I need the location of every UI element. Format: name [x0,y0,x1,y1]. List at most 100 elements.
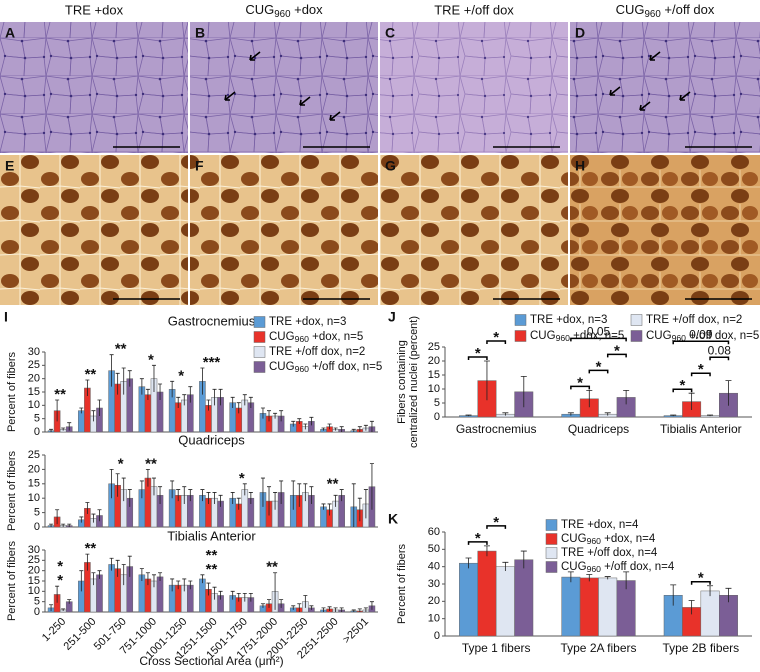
error-bar [145,469,150,487]
error-bar [170,578,175,592]
error-bar [67,599,72,604]
error-bar [309,605,314,610]
error-bar [339,607,344,612]
legend-swatch [514,314,527,326]
error-bar [85,502,90,515]
error-bar [321,607,326,612]
x-tick-label: Type 2B fibers [662,641,739,655]
micrograph [380,22,568,153]
error-bar [273,572,278,610]
error-bar [115,473,120,497]
significance-label: ** [327,476,339,493]
legend-swatch [514,330,527,342]
significance-label: * [475,345,481,362]
legend-swatch [630,330,643,342]
significance-bracket [467,356,488,360]
error-bar [291,420,296,427]
y-tick-label: 25 [28,554,40,566]
error-bar [333,607,338,612]
y-tick-label: 15 [428,369,440,381]
legend-label: CUG960 +/off dox, n=5 [269,361,382,374]
micrograph [0,155,188,305]
legend-label: CUG960 +/off dox, n=5 [646,330,759,343]
error-bar [200,489,205,502]
arrow [639,101,651,111]
y-axis-label: Percent of fibers [6,540,18,621]
error-bar [158,572,163,581]
x-tick-label: Tibialis Anterior [660,422,742,436]
error-bar [369,420,374,432]
significance-bracket [588,369,609,374]
error-bar [273,492,278,510]
error-bar [333,494,338,507]
error-bar [109,469,114,499]
column-header: CUG960 +dox [245,2,323,19]
y-tick-label: 15 [28,478,40,490]
bar [78,410,85,433]
error-bar [303,595,308,608]
error-bar [279,410,284,422]
y-axis-label: Percent of fibers [6,450,18,531]
legend-swatch [253,361,266,373]
error-bar [109,557,114,571]
error-bar [170,480,175,499]
error-bar [623,390,630,405]
significance-bracket [606,353,627,358]
error-bar [61,523,66,527]
error-bar [248,396,253,408]
y-tick-label: 0 [434,630,440,642]
chart-title: Gastrocnemius [168,313,256,328]
error-bar [351,428,356,432]
error-bar [297,418,302,424]
error-bar [79,516,84,523]
error-bar [109,354,114,387]
error-bar [55,399,60,422]
y-axis-label: centralized nuclei (percent) [408,316,420,448]
error-bar [242,483,247,496]
error-bar [158,383,163,400]
error-bar [327,606,332,611]
significance-bracket [570,385,591,390]
error-bar [465,414,472,417]
error-bar [586,574,593,582]
significance-bracket [467,541,488,545]
error-bar [586,390,593,408]
chart-title: Quadriceps [178,432,245,447]
legend-swatch [253,316,266,328]
error-bar [139,480,144,499]
bar [579,577,599,637]
error-bar [49,523,54,527]
error-bar [188,489,193,502]
significance-label: ** [115,341,127,358]
error-bar [242,394,247,406]
error-bar [279,599,284,608]
error-bar [127,555,132,577]
error-bar [725,587,732,603]
error-bar [91,410,96,422]
error-bar [206,582,211,596]
error-bar [297,483,302,507]
bar [700,590,720,637]
y-tick-label: 5 [34,596,40,608]
error-bar [502,412,509,416]
y-tick-label: 0 [34,521,40,533]
error-bar [188,580,193,590]
error-bar [291,480,296,510]
significance-label: ** [266,559,278,576]
error-bar [212,388,217,406]
error-bar [327,503,332,516]
significance-label: * [239,470,245,487]
y-tick-label: 20 [428,355,440,367]
significance-label: ** [85,366,97,383]
micrograph [190,155,378,305]
error-bar [267,599,272,608]
error-bar [688,600,695,615]
error-bar [623,571,630,590]
legend-label: TRE +/off dox, n=4 [561,547,658,559]
error-bar [91,572,96,586]
y-tick-label: 20 [28,373,40,385]
x-tick-label: Gastrocnemius [456,422,537,436]
x-tick-label: Type 1 fibers [462,641,531,655]
significance-label: ** [54,386,66,403]
